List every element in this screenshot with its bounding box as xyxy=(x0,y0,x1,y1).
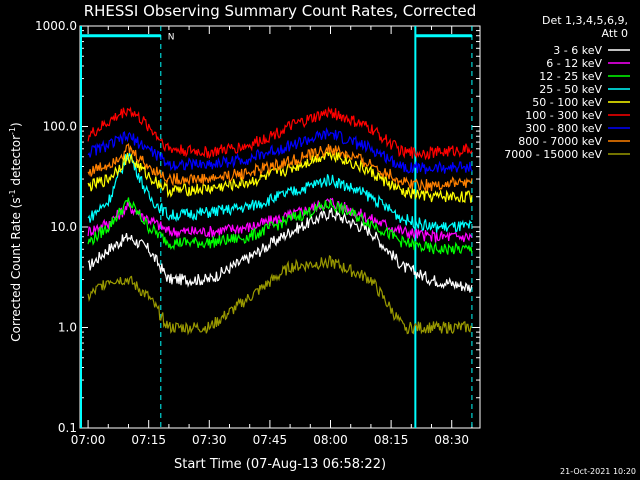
series-line xyxy=(87,197,473,255)
x-tick-label: 08:00 xyxy=(313,433,348,447)
legend-header-2: Att 0 xyxy=(602,27,628,40)
y-tick-label: 10.0 xyxy=(50,220,77,234)
legend-label: 100 - 300 keV xyxy=(525,109,602,122)
legend-label: 6 - 12 keV xyxy=(546,57,602,70)
legend-label: 12 - 25 keV xyxy=(539,70,602,83)
chart-title: RHESSI Observing Summary Count Rates, Co… xyxy=(84,2,477,20)
x-axis-label: Start Time (07-Aug-13 06:58:22) xyxy=(174,457,386,472)
plot-frame xyxy=(79,25,481,429)
y-tick-label: 0.1 xyxy=(58,421,77,435)
y-tick-label: 1.0 xyxy=(58,321,77,335)
legend-label: 800 - 7000 keV xyxy=(518,135,602,148)
legend-label: 50 - 100 keV xyxy=(532,96,602,109)
legend-label: 300 - 800 keV xyxy=(525,122,602,135)
series-line xyxy=(87,207,473,293)
legend-label: 3 - 6 keV xyxy=(553,44,602,57)
y-tick-label: 100.0 xyxy=(43,120,77,134)
attenuator-flag-label: N xyxy=(168,33,175,43)
x-tick-label: 08:30 xyxy=(434,433,469,447)
legend-header-1: Det 1,3,4,5,6,9, xyxy=(542,14,628,27)
series-line xyxy=(87,126,473,175)
legend-label: 25 - 50 keV xyxy=(539,83,602,96)
x-tick-label: 07:15 xyxy=(131,433,166,447)
series-line xyxy=(87,106,473,161)
footer-date: 21-Oct-2021 10:20 xyxy=(560,467,636,476)
x-tick-label: 07:45 xyxy=(253,433,288,447)
plot-area: 0.1 1.0 10.0 100.0 1000.0 07:00 07:15 07:30 07:… xyxy=(35,19,481,447)
series-line xyxy=(87,142,473,193)
series-line xyxy=(87,148,473,204)
series-line xyxy=(87,197,473,243)
series-line xyxy=(87,150,473,233)
x-tick-label: 07:30 xyxy=(192,433,227,447)
x-tick-label: 07:00 xyxy=(71,433,106,447)
y-tick-label: 1000.0 xyxy=(35,19,77,33)
series-line xyxy=(87,255,473,336)
y-axis-label: Corrected Count Rate (s-1 detector-1) xyxy=(8,122,23,341)
legend-label: 7000 - 15000 keV xyxy=(504,148,602,161)
x-tick-label: 08:15 xyxy=(374,433,409,447)
